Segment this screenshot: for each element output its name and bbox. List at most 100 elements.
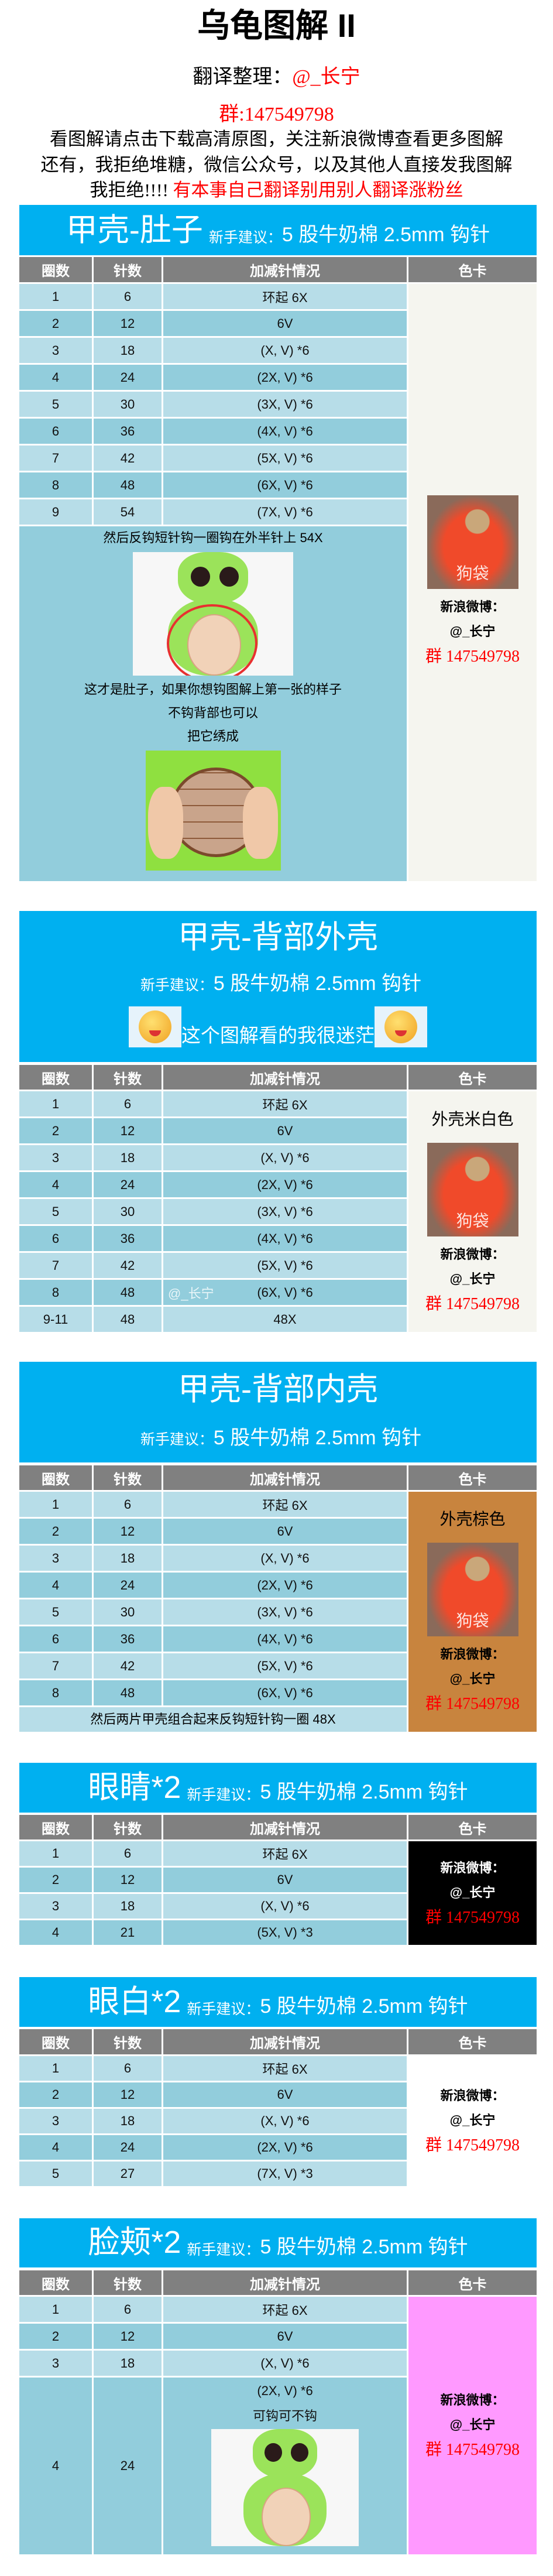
stitch-count-cell: 42: [94, 446, 162, 471]
intro-line: 看图解请点击下载高清原图，关注新浪微博查看更多图解: [50, 129, 503, 149]
round-cell: 5: [19, 392, 92, 417]
advice-label: 新手建议：: [187, 2242, 260, 2258]
column-header: 圈数: [19, 1065, 92, 1090]
section-header-eye-whites: 眼白*2 新手建议： 5 股牛奶棉 2.5mm 钩针: [19, 1977, 537, 2027]
column-header: 针数: [94, 2029, 162, 2054]
note-cell: 然后两片甲壳组合起来反钩短针钩一圈 48X: [19, 1707, 407, 1732]
column-header: 圈数: [19, 1465, 92, 1490]
round-cell: 5: [19, 1599, 92, 1625]
round-cell: 1: [19, 1492, 92, 1517]
instruction-text: 环起 6X: [262, 290, 308, 305]
instruction-text: (X, V) *6: [260, 1550, 310, 1566]
advice: 新手建议：5 股牛奶棉 2.5mm 钩针: [135, 1421, 421, 1450]
stitch-count-cell: 6: [94, 2056, 162, 2081]
color-card: 新浪微博： @_长宁群 147549798: [408, 2056, 537, 2186]
instruction-cell: (7X, V) *6: [163, 499, 407, 525]
instruction-text: (3X, V) *6: [257, 1204, 313, 1219]
intro-warning: 有本事自己翻译别用别人翻译涨粉丝: [173, 180, 463, 200]
instruction-cell: (2X, V) *6: [163, 2135, 407, 2160]
stitch-count-cell: 27: [94, 2161, 162, 2186]
comment-row: 这个图解看的我很迷茫: [129, 1006, 427, 1047]
stitch-count-cell: 30: [94, 1599, 162, 1625]
pattern-table: 圈数 针数 加减针情况 色卡 1 6 环起 6X 新浪微博： @_长宁群 147549798 2 1…: [19, 1815, 537, 1945]
stitch-count-cell: 48: [94, 1280, 162, 1305]
instruction-text: (5X, V) *6: [257, 1658, 313, 1673]
instruction-cell: (6X, V) *6 @_长宁: [163, 1280, 407, 1305]
instruction-cell: 6V: [163, 1118, 407, 1143]
instruction-text: (2X, V) *6: [257, 2140, 313, 2154]
column-header: 色卡: [408, 2029, 537, 2054]
round-cell: 3: [19, 2351, 92, 2376]
stitch-count-cell: 6: [94, 1841, 162, 1866]
round-cell: 2: [19, 2324, 92, 2349]
instruction-text: (5X, V) *6: [257, 450, 313, 465]
group-number: 群 147549798: [425, 2441, 520, 2459]
instruction-text: 6V: [277, 1872, 293, 1887]
instruction-text: (2X, V) *6: [257, 1577, 313, 1592]
group-number: 群 147549798: [425, 1695, 520, 1713]
instruction-cell: (2X, V) *6 可钩可不钩: [163, 2378, 407, 2554]
instruction-cell: (4X, V) *6: [163, 419, 407, 444]
instruction-cell: (3X, V) *6: [163, 1199, 407, 1224]
round-cell: 3: [19, 1894, 92, 1919]
advice-text: 5 股牛奶棉 2.5mm 钩针: [260, 2236, 468, 2258]
column-header: 针数: [94, 1815, 162, 1839]
round-cell: 4: [19, 365, 92, 390]
instruction-text: (X, V) *6: [260, 2113, 310, 2128]
note-text: 不钩背部也可以: [167, 705, 258, 720]
instruction-text: 环起 6X: [262, 2303, 308, 2318]
stitch-count-cell: 6: [94, 1492, 162, 1517]
stitch-count-cell: 24: [94, 2378, 162, 2554]
stitch-count-cell: 6: [94, 2297, 162, 2322]
weibo-label: 新浪微博：: [440, 2088, 505, 2103]
round-cell: 9: [19, 499, 92, 525]
section-title: 甲壳-背部内壳: [178, 1372, 378, 1407]
stitch-count-cell: 12: [94, 1868, 162, 1892]
column-header: 加减针情况: [163, 257, 407, 282]
group-number: 群 147549798: [425, 1908, 520, 1927]
instruction-cell: 环起 6X: [163, 1841, 407, 1866]
stitch-count-cell: 30: [94, 1199, 162, 1224]
column-header: 加减针情况: [163, 1465, 407, 1490]
round-cell: 1: [19, 1841, 92, 1866]
round-cell: 3: [19, 1546, 92, 1571]
instruction-cell: 6V: [163, 1519, 407, 1544]
instruction-cell: 6V: [163, 2082, 407, 2107]
round-cell: 2: [19, 2082, 92, 2107]
instruction-cell: 环起 6X: [163, 2056, 407, 2081]
instruction-cell: 环起 6X: [163, 284, 407, 309]
weibo-handle: @_长宁: [449, 2417, 496, 2432]
instruction-cell: (2X, V) *6: [163, 1573, 407, 1598]
turtle-front-photo: [211, 2429, 359, 2546]
instruction-text: (X, V) *6: [260, 342, 310, 358]
section-title: 甲壳-肚子: [66, 213, 203, 248]
pattern-table: 圈数 针数 加减针情况 色卡 1 6 环起 6X 新浪微博： @_长宁群 147549798 2 1…: [19, 2029, 537, 2186]
section-header-belly: 甲壳-肚子 新手建议： 5 股牛奶棉 2.5mm 钩针: [19, 205, 537, 255]
round-cell: 6: [19, 419, 92, 444]
instruction-text: (X, V) *6: [260, 2355, 310, 2371]
turtle-belly-photo: [145, 751, 281, 871]
note-text: 这才是肚子，如果你想钩图解上第一张的样子: [84, 682, 342, 697]
section-header-cheeks: 脸颊*2 新手建议： 5 股牛奶棉 2.5mm 钩针: [19, 2218, 537, 2267]
column-header: 圈数: [19, 2270, 92, 2295]
column-header: 色卡: [408, 2270, 537, 2295]
meme-caption: 狗袋: [456, 1211, 489, 1230]
column-header: 加减针情况: [163, 2029, 407, 2054]
section-header-outer-shell: 甲壳-背部外壳 新手建议：5 股牛奶棉 2.5mm 钩针 这个图解看的我很迷茫: [19, 911, 537, 1062]
round-cell: 4: [19, 1573, 92, 1598]
stitch-count-cell: 36: [94, 419, 162, 444]
instruction-text: 6V: [277, 316, 293, 331]
round-cell: 3: [19, 338, 92, 363]
advice-text: 5 股牛奶棉 2.5mm 钩针: [260, 1995, 468, 2017]
instruction-cell: (5X, V) *6: [163, 1253, 407, 1278]
color-card: 外壳米白色 狗袋 新浪微博： @_长宁群 147549798: [408, 1091, 537, 1332]
round-cell: 4: [19, 1920, 92, 1945]
weibo-label: 新浪微博：: [440, 1860, 505, 1875]
stitch-count-cell: 24: [94, 1172, 162, 1197]
crying-laughing-emoji-icon: [375, 1006, 427, 1047]
instruction-cell: (4X, V) *6: [163, 1626, 407, 1652]
weibo-handle: @_长宁: [449, 624, 496, 639]
advice-text: 5 股牛奶棉 2.5mm 钩针: [281, 224, 490, 246]
column-header: 色卡: [408, 257, 537, 282]
intro-line: 还有，我拒绝堆糖，微信公众号，以及其他人直接发我图解: [40, 155, 513, 175]
